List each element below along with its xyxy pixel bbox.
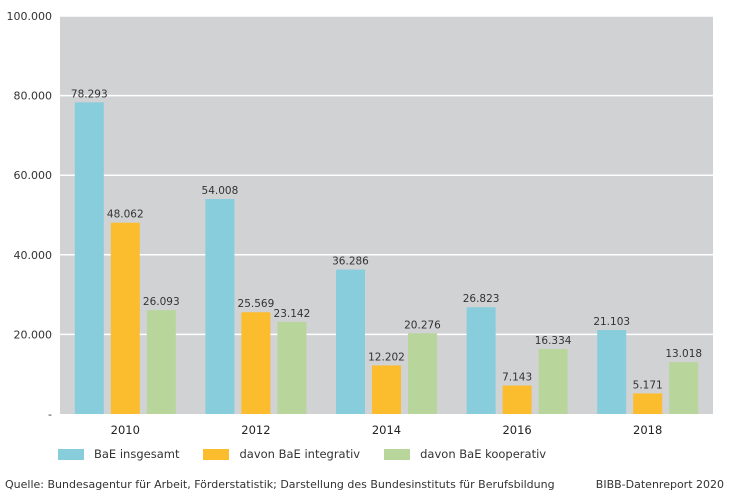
- legend-label-integrativ: davon BaE integrativ: [239, 447, 361, 461]
- y-tick-label: 60.000: [14, 169, 53, 182]
- bar-chart: - 20.000 40.000 60.000 80.000 100.000 78.293 4…: [7, 10, 713, 437]
- data-label: 26.823: [463, 293, 500, 305]
- data-label: 5.171: [633, 379, 663, 391]
- data-label: 26.093: [143, 296, 180, 308]
- bar: [241, 312, 271, 414]
- data-label: 7.143: [502, 372, 532, 384]
- legend-swatch-integrativ: [203, 448, 230, 460]
- y-axis-ticks: - 20.000 40.000 60.000 80.000 100.000: [7, 10, 53, 421]
- bar: [538, 348, 568, 414]
- y-tick-label: 100.000: [7, 10, 53, 23]
- bar: [110, 222, 140, 414]
- bar: [466, 307, 496, 414]
- x-category-label: 2012: [241, 423, 270, 437]
- legend-label-insgesamt: BaE insgesamt: [94, 447, 180, 461]
- source-note: Quelle: Bundesagentur für Arbeit, Förder…: [5, 478, 555, 491]
- data-label: 16.334: [535, 335, 572, 347]
- data-label: 21.103: [593, 316, 630, 328]
- bar: [336, 269, 365, 414]
- y-tick-label: 40.000: [14, 249, 53, 262]
- x-category-label: 2010: [111, 423, 140, 437]
- bar: [502, 385, 532, 414]
- x-category-label: 2014: [372, 423, 401, 437]
- x-category-label: 2018: [633, 423, 662, 437]
- legend-swatch-insgesamt: [58, 448, 84, 460]
- footer: Quelle: Bundesagentur für Arbeit, Förder…: [5, 478, 724, 491]
- data-label: 12.202: [368, 351, 405, 363]
- data-label: 23.142: [274, 308, 311, 320]
- bar: [669, 362, 699, 414]
- data-label: 36.286: [332, 256, 369, 268]
- legend-swatch-kooperativ: [384, 448, 411, 460]
- data-label: 13.018: [665, 348, 702, 360]
- bars: [74, 102, 699, 414]
- legend: BaE insgesamt davon BaE integrativ davon…: [58, 447, 570, 461]
- bar: [633, 393, 663, 414]
- legend-item-kooperativ: davon BaE kooperativ: [384, 447, 546, 461]
- report-credit: BIBB-Datenreport 2020: [595, 478, 724, 491]
- bar: [372, 365, 401, 414]
- data-label: 78.293: [71, 88, 108, 100]
- bar: [74, 102, 104, 414]
- x-category-label: 2016: [502, 423, 531, 437]
- y-tick-label: 80.000: [14, 90, 53, 103]
- bar: [277, 321, 307, 414]
- legend-item-integrativ: davon BaE integrativ: [203, 447, 360, 461]
- data-label: 25.569: [238, 298, 275, 310]
- legend-item-insgesamt: BaE insgesamt: [58, 447, 179, 461]
- bar: [146, 310, 176, 414]
- y-tick-label: 20.000: [14, 328, 53, 341]
- bar: [205, 199, 235, 414]
- bar: [597, 330, 627, 414]
- data-label: 20.276: [404, 319, 441, 331]
- data-label: 54.008: [202, 185, 239, 197]
- x-axis-categories: 2010 2012 2014 2016 2018: [111, 423, 663, 437]
- y-tick-label: -: [48, 408, 52, 421]
- bar: [408, 333, 437, 414]
- data-label: 48.062: [107, 209, 144, 221]
- legend-label-kooperativ: davon BaE kooperativ: [420, 447, 547, 461]
